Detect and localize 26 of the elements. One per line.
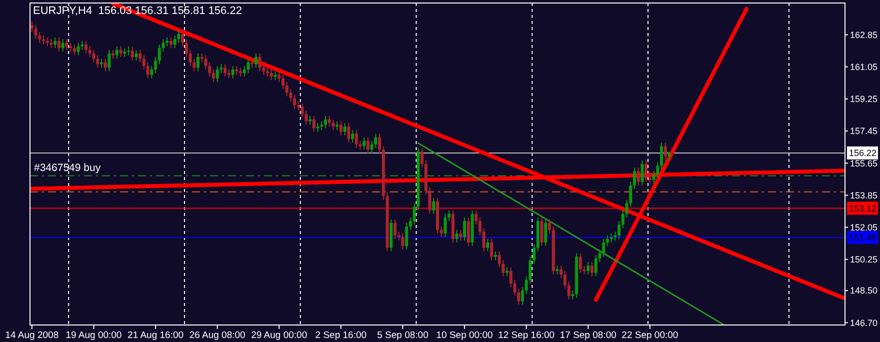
y-tick-label: 157.45 [850,126,878,136]
ref-line-label: #3467549 buy [34,162,102,174]
x-tick-label: 10 Sep 00:00 [436,330,493,341]
x-tick-label: 12 Sep 16:00 [498,330,555,341]
x-tick-label: 14 Aug 2008 [5,330,59,341]
x-tick-label: 26 Aug 08:00 [189,330,246,341]
y-tick-label: 161.05 [850,62,878,72]
ref-line-label: 156.22 [849,148,877,158]
x-tick-label: 22 Sep 00:00 [622,330,678,341]
x-tick-label: 17 Sep 08:00 [560,330,616,341]
ref-line-label: 151.48 [849,232,877,243]
y-tick-label: 162.85 [850,30,878,40]
y-tick-label: 148.50 [850,286,878,296]
x-tick-label: 29 Aug 00:00 [251,330,308,341]
y-tick-label: 155.65 [850,158,878,168]
chart-title: EURJPY,H4 156.03 156.31 155.81 156.22 [33,5,242,17]
x-tick-label: 2 Sep 16:00 [315,330,367,341]
y-tick-label: 150.25 [850,254,878,265]
x-tick-label: 21 Aug 16:00 [128,330,184,341]
ref-line-label: 153.12 [849,203,877,214]
y-tick-label: 152.05 [850,222,878,232]
y-tick-label: 153.85 [850,190,878,200]
y-tick-label: 146.70 [850,318,878,328]
x-tick-label: 19 Aug 00:00 [66,330,122,341]
y-tick-label: 159.25 [850,94,878,104]
x-tick-label: 5 Sep 08:00 [377,330,428,341]
